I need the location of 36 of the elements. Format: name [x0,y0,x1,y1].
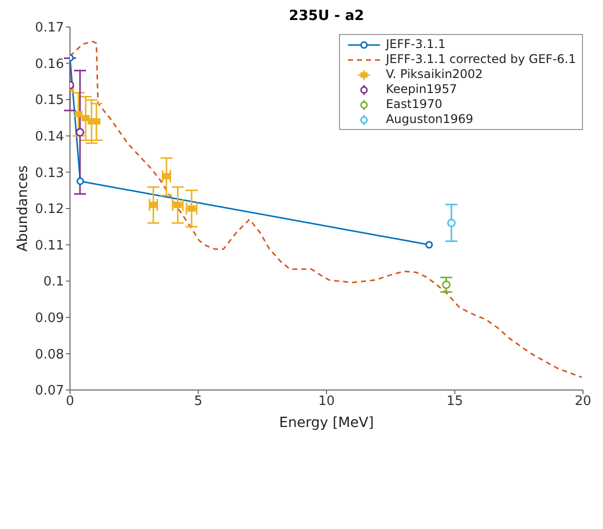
legend-label: JEFF-3.1.1 corrected by GEF-6.1 [386,52,576,67]
point [74,110,82,118]
point [188,205,196,212]
point [76,178,84,186]
line-series [70,40,582,378]
point [442,280,451,289]
legend-label: V. Piksaikin2002 [386,67,483,82]
y-tick-label: 0.09 [35,311,64,326]
point [447,218,456,228]
point [149,202,158,208]
y-tick-label: 0.13 [35,166,64,181]
y-tick-label: 0.12 [35,202,64,218]
x-tick-label: 5 [194,394,202,410]
y-tick-label: 0.08 [35,347,64,362]
x-tick-label: 10 [318,394,335,410]
point [174,202,182,208]
legend-label: East1970 [386,97,442,112]
chart-title: 235U - a2 [288,8,366,24]
legend-label: Keepin1957 [386,82,457,97]
y-tick-label: 0.16 [35,56,64,72]
y-tick-label: 0.15 [35,93,64,108]
point [425,241,433,249]
y-tick-label: 0.17 [35,20,64,36]
y-tick-label: 0.1 [43,274,64,290]
y-tick-label: 0.11 [35,238,64,254]
legend-label: Auguston1969 [386,112,474,127]
x-axis-title: Energy [MeV] [279,415,374,431]
point [92,118,100,125]
x-tick-label: 20 [574,394,592,410]
y-axis-title: Abundances [14,165,31,252]
point [162,173,170,180]
y-tick-label: 0.07 [35,384,64,399]
x-tick-label: 15 [446,394,464,410]
legend-label: JEFF-3.1.1 [386,37,446,52]
x-tick-label: 0 [66,394,74,410]
y-tick-label: 0.14 [35,130,64,145]
